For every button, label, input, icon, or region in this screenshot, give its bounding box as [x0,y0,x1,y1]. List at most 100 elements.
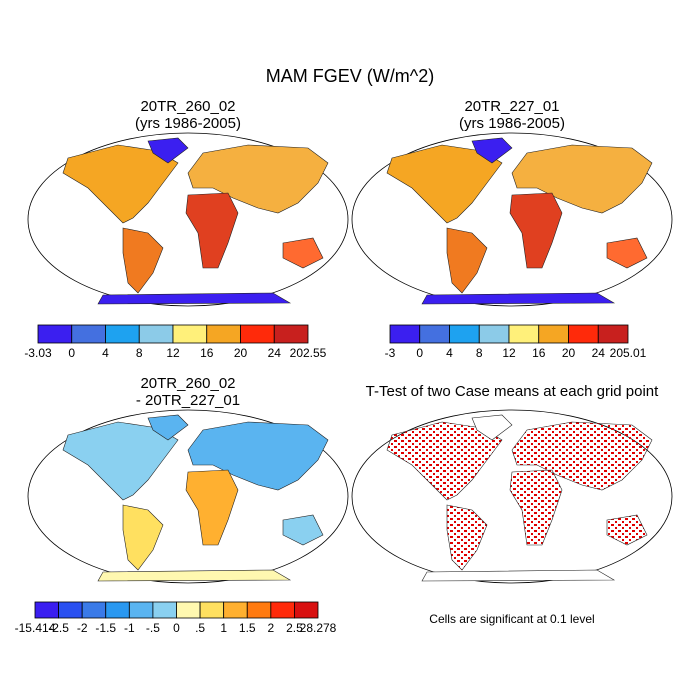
panel-title: - 20TR_227_01 [136,392,240,409]
colorbar-swatch [419,324,450,344]
panel-title: (yrs 1986-2005) [459,115,565,132]
colorbar-swatch [273,324,309,344]
colorbar-label: 12 [502,346,516,360]
colorbar-swatch [389,324,421,344]
colorbar-label: -1.5 [95,621,116,635]
colorbar-label: 16 [200,346,214,360]
colorbar-label: 1.5 [239,621,256,635]
land [446,504,488,571]
colorbar-label: 4 [102,346,109,360]
land [147,137,189,164]
colorbar-label: -3 [385,346,396,360]
land [185,469,239,546]
panel-title: T-Test of two Case means at each grid po… [366,383,659,400]
colorbar-label: 24 [592,346,606,360]
colorbar-label: 16 [532,346,546,360]
colorbar-swatch [138,324,174,344]
colorbar-swatch [508,324,540,344]
colorbar-swatch [478,324,510,344]
colorbar-label: 8 [136,346,143,360]
panel-title: 20TR_260_02 [140,375,235,392]
colorbar-label: 1 [220,621,227,635]
land [187,144,329,214]
colorbar-label: 0 [173,621,180,635]
colorbar-swatch [206,324,241,344]
colorbar-swatch [37,324,73,344]
colorbar-label: .5 [195,621,205,635]
land [471,414,513,441]
land [606,514,648,546]
land [62,421,179,501]
colorbar-swatch [449,324,480,344]
colorbar-label: 8 [476,346,483,360]
colorbar-swatch [270,601,295,619]
land [421,292,616,305]
land [446,227,488,294]
colorbar-label: 12 [166,346,180,360]
colorbar-swatch [128,601,154,619]
land [606,237,648,269]
land [509,469,563,546]
panel-title: 20TR_260_02 [140,98,235,115]
colorbar-label: 2.5 [286,621,303,635]
land [185,192,239,269]
land [147,414,189,441]
colorbar-swatch [172,324,208,344]
colorbar-label: 20 [234,346,248,360]
map [62,137,329,305]
land [282,514,324,546]
colorbar-label: 24 [268,346,282,360]
land [511,421,653,491]
colorbar-label: -2 [77,621,88,635]
colorbar-swatch [246,601,272,619]
figure-title: MAM FGEV (W/m^2) [266,66,434,86]
colorbar-swatch [152,601,177,619]
land [187,421,329,491]
land [386,421,503,501]
colorbar-label: -15.414 [15,621,56,635]
colorbar-swatch [58,601,83,619]
colorbar-swatch [240,324,275,344]
colorbar-label: -1 [124,621,135,635]
colorbar-label: -2.5 [48,621,69,635]
panel-title: (yrs 1986-2005) [135,115,241,132]
colorbar-swatch [538,324,569,344]
land [509,192,563,269]
colorbar-swatch [81,601,107,619]
land [97,569,292,582]
colorbar-label: 2 [267,621,274,635]
colorbar-label: 20 [562,346,576,360]
land [511,144,653,214]
panel-title: 20TR_227_01 [464,98,559,115]
colorbar-swatch [294,601,319,619]
colorbar-label: 205.01 [610,346,647,360]
colorbar-label: 4 [446,346,453,360]
colorbar-label: 28.278 [300,621,337,635]
colorbar-swatch [199,601,225,619]
land [421,569,616,582]
land [97,292,292,305]
land [386,144,503,224]
land [282,237,324,269]
map [62,414,329,582]
colorbar-swatch [105,601,130,619]
colorbar-label: -.5 [146,621,160,635]
land [62,144,179,224]
colorbar-label: 202.55 [290,346,327,360]
colorbar-swatch [597,324,629,344]
colorbar-label: 0 [416,346,423,360]
colorbar-swatch [71,324,106,344]
note: Cells are significant at 0.1 level [429,612,594,626]
colorbar-label: 0 [68,346,75,360]
land [122,227,164,294]
colorbar-label: -3.03 [24,346,52,360]
map [386,137,653,305]
colorbar-swatch [176,601,201,619]
colorbar-swatch [34,601,59,619]
land [122,504,164,571]
colorbar-swatch [223,601,248,619]
colorbar-swatch [568,324,599,344]
map [386,414,653,582]
land [471,137,513,164]
